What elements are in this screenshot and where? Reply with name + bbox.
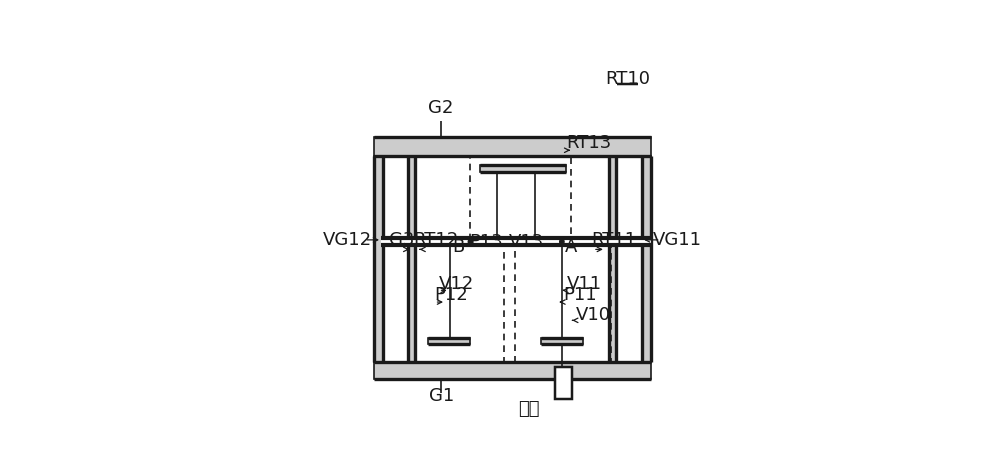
Text: RT13: RT13 [566,134,612,152]
Polygon shape [374,156,383,362]
Text: A: A [564,238,577,256]
Text: P11: P11 [564,286,597,304]
Text: RT10: RT10 [605,70,650,88]
Text: V12: V12 [439,276,474,294]
Circle shape [468,239,473,244]
Text: B: B [452,238,464,256]
Polygon shape [428,338,470,344]
Text: V13: V13 [509,233,544,251]
Polygon shape [408,156,415,362]
Polygon shape [374,137,651,156]
Text: RT11: RT11 [591,231,636,249]
Text: G3: G3 [389,231,414,249]
Text: 输入: 输入 [518,400,540,418]
Polygon shape [480,165,566,172]
Text: V11: V11 [567,276,602,294]
Polygon shape [642,156,651,362]
Polygon shape [609,156,616,362]
Polygon shape [374,362,651,379]
Text: G1: G1 [429,388,454,406]
Polygon shape [541,338,583,344]
Text: V10: V10 [575,306,610,324]
Polygon shape [555,367,572,399]
Text: G2: G2 [428,99,454,117]
Circle shape [560,239,564,244]
Text: P13: P13 [469,233,503,251]
Polygon shape [381,238,651,246]
Text: RT12: RT12 [413,231,458,249]
Text: P12: P12 [434,286,468,304]
Text: VG12: VG12 [323,231,372,249]
Text: VG11: VG11 [653,231,702,249]
